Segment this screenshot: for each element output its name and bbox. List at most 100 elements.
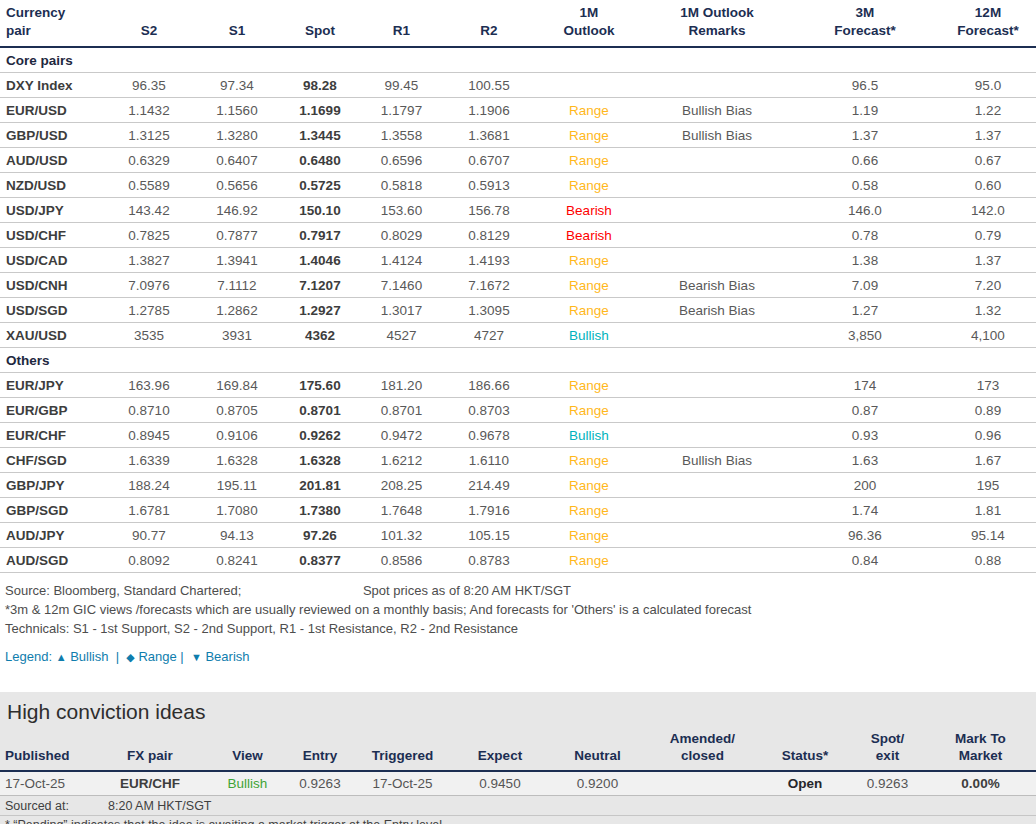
s1-value: 0.9106	[193, 423, 281, 448]
col-header-3m-forecast: 3M Forecast*	[790, 0, 940, 47]
hci-published-value: 17-Oct-25	[0, 771, 90, 796]
fx-row: GBP/SGD1.67811.70801.73801.76481.7916Ran…	[0, 498, 1036, 523]
fx-row: EUR/GBP0.87100.87050.87010.87010.8703Ran…	[0, 398, 1036, 423]
r2-value: 1.4193	[444, 248, 534, 273]
forecast-12m-value: 1.37	[940, 123, 1036, 148]
r1-value: 208.25	[359, 473, 444, 498]
pair-name: GBP/SGD	[0, 498, 105, 523]
footnotes: Source: Bloomberg, Standard Chartered; S…	[0, 573, 1036, 664]
r2-value: 100.55	[444, 73, 534, 98]
sourced-label: Sourced at:	[5, 799, 108, 813]
source-text: Source: Bloomberg, Standard Chartered;	[5, 583, 241, 598]
spot-value: 1.7380	[281, 498, 359, 523]
r1-value: 99.45	[359, 73, 444, 98]
hci-mark-to-market-value: 0.00%	[925, 771, 1036, 796]
forecast-3m-value: 1.38	[790, 248, 940, 273]
pair-name: USD/CNH	[0, 273, 105, 298]
outlook-value: Range	[534, 448, 644, 473]
legend-label-bullish: Bullish	[70, 649, 108, 664]
forecast-3m-value: 0.58	[790, 173, 940, 198]
hci-triggered-value: 17-Oct-25	[355, 771, 450, 796]
legend-separator: |	[177, 649, 188, 664]
outlook-remarks	[644, 498, 790, 523]
outlook-remarks: Bullish Bias	[644, 123, 790, 148]
r1-value: 1.3558	[359, 123, 444, 148]
pair-name: USD/CHF	[0, 223, 105, 248]
section-label: Core pairs	[0, 47, 1036, 73]
s2-value: 90.77	[105, 523, 193, 548]
r2-value: 1.3681	[444, 123, 534, 148]
outlook-value: Bearish	[534, 198, 644, 223]
outlook-remarks	[644, 473, 790, 498]
s2-value: 0.8945	[105, 423, 193, 448]
hci-col-expect: Expect	[450, 730, 550, 771]
s1-value: 169.84	[193, 373, 281, 398]
col-header-1m-outlook-remarks: 1M Outlook Remarks	[644, 0, 790, 47]
outlook-value: Range	[534, 173, 644, 198]
r2-value: 0.8703	[444, 398, 534, 423]
s1-value: 0.8705	[193, 398, 281, 423]
forecast-3m-value: 1.19	[790, 98, 940, 123]
forecast-3m-value: 3,850	[790, 323, 940, 348]
forecast-12m-value: 173	[940, 373, 1036, 398]
s2-value: 163.96	[105, 373, 193, 398]
s2-value: 1.3827	[105, 248, 193, 273]
hci-entry-value: 0.9263	[285, 771, 355, 796]
s1-value: 3931	[193, 323, 281, 348]
fx-row: EUR/JPY163.96169.84175.60181.20186.66Ran…	[0, 373, 1036, 398]
forecast-12m-value: 95.0	[940, 73, 1036, 98]
r1-value: 1.6212	[359, 448, 444, 473]
r2-value: 0.5913	[444, 173, 534, 198]
pair-name: AUD/JPY	[0, 523, 105, 548]
forecast-12m-value: 0.79	[940, 223, 1036, 248]
s1-value: 97.34	[193, 73, 281, 98]
spot-value: 201.81	[281, 473, 359, 498]
hci-col-fx-pair: FX pair	[90, 730, 210, 771]
hci-neutral-value: 0.9200	[550, 771, 645, 796]
s2-value: 0.8092	[105, 548, 193, 573]
r2-value: 214.49	[444, 473, 534, 498]
forecast-3m-value: 0.84	[790, 548, 940, 573]
legend-label-bearish: Bearish	[205, 649, 249, 664]
hci-idea-row: 17-Oct-25 EUR/CHF Bullish 0.9263 17-Oct-…	[0, 771, 1036, 796]
spot-value: 0.8701	[281, 398, 359, 423]
outlook-remarks	[644, 148, 790, 173]
outlook-value: Bearish	[534, 223, 644, 248]
forecast-12m-value: 0.88	[940, 548, 1036, 573]
fx-row: USD/CHF0.78250.78770.79170.80290.8129Bea…	[0, 223, 1036, 248]
outlook-remarks	[644, 223, 790, 248]
hci-spot-exit-value: 0.9263	[850, 771, 925, 796]
spot-value: 0.6480	[281, 148, 359, 173]
s2-value: 143.42	[105, 198, 193, 223]
forecast-3m-value: 1.74	[790, 498, 940, 523]
forecast-3m-value: 1.37	[790, 123, 940, 148]
forecast-12m-value: 195	[940, 473, 1036, 498]
spot-value: 98.28	[281, 73, 359, 98]
s1-value: 7.1112	[193, 273, 281, 298]
outlook-value: Range	[534, 398, 644, 423]
outlook-value: Range	[534, 98, 644, 123]
fx-row: AUD/SGD0.80920.82410.83770.85860.8783Ran…	[0, 548, 1036, 573]
fx-row: AUD/JPY90.7794.1397.26101.32105.15Range9…	[0, 523, 1036, 548]
s2-value: 1.1432	[105, 98, 193, 123]
outlook-value: Bullish	[534, 423, 644, 448]
outlook-value: Range	[534, 498, 644, 523]
spot-value: 97.26	[281, 523, 359, 548]
sourced-value: 8:20 AM HKT/SGT	[108, 799, 212, 813]
outlook-remarks: Bearish Bias	[644, 298, 790, 323]
hci-col-entry: Entry	[285, 730, 355, 771]
s1-value: 1.2862	[193, 298, 281, 323]
forecast-12m-value: 0.67	[940, 148, 1036, 173]
pair-name: CHF/SGD	[0, 448, 105, 473]
outlook-remarks	[644, 373, 790, 398]
fx-levels-table: Currency pair S2 S1 Spot R1 R2 1M Outloo…	[0, 0, 1036, 573]
outlook-value: Bullish	[534, 323, 644, 348]
pair-name: EUR/CHF	[0, 423, 105, 448]
r1-value: 101.32	[359, 523, 444, 548]
pair-name: USD/CAD	[0, 248, 105, 273]
hci-amended-value	[645, 771, 760, 796]
col-header-12m-forecast: 12M Forecast*	[940, 0, 1036, 47]
fx-row: EUR/USD1.14321.15601.16991.17971.1906Ran…	[0, 98, 1036, 123]
r1-value: 181.20	[359, 373, 444, 398]
forecast-12m-value: 1.37	[940, 248, 1036, 273]
